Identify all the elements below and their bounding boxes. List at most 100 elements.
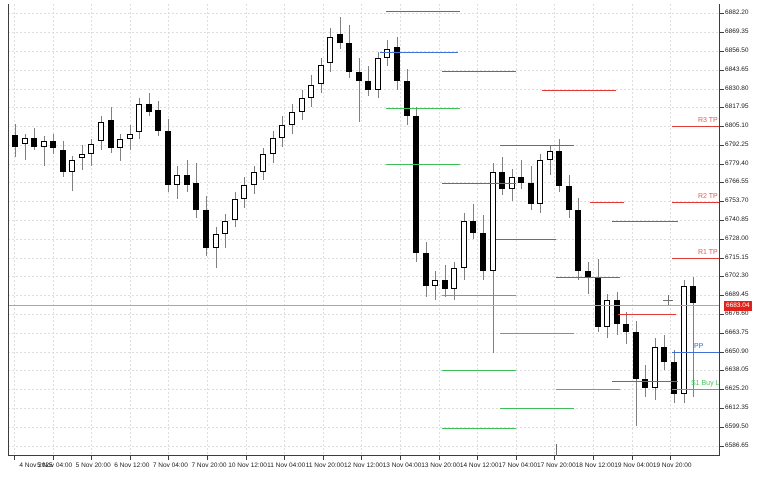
price-tick [720, 276, 724, 277]
time-tick [477, 456, 478, 460]
level-segment-red [618, 314, 676, 315]
gridline-v [91, 4, 92, 455]
gridline-h [8, 164, 720, 165]
candle-wick [340, 16, 341, 49]
price-tick [720, 32, 724, 33]
time-tick-label: 7 Nov 20:00 [191, 462, 227, 469]
candle-body [155, 110, 161, 131]
time-tick-label: 11 Nov 20:00 [305, 462, 344, 469]
price-tick [720, 70, 724, 71]
level-segment-green [500, 333, 574, 334]
level-segment-red [672, 126, 720, 127]
gridline-v [53, 4, 54, 455]
price-tick-label: 6625.20 [725, 385, 749, 393]
candle-body [108, 120, 114, 149]
gridline-h [8, 389, 720, 390]
price-tick-label: 6779.40 [725, 159, 749, 167]
price-tick-label: 6676.60 [725, 310, 749, 318]
gridline-h [8, 13, 720, 14]
price-tick-label: 6599.50 [725, 422, 749, 430]
gridline-v [14, 4, 15, 455]
time-axis[interactable]: 4 Nov 2025 5 Nov 04:00 5 Nov 20:00 6 Nov 12… [0, 444, 768, 480]
gridline-h [8, 70, 720, 71]
gridline-h [8, 408, 720, 409]
time-cursor-marker [556, 444, 557, 456]
price-tick [720, 51, 724, 52]
candle-wick [435, 271, 436, 301]
candle-body [346, 42, 352, 73]
candle-body [22, 137, 28, 144]
level-label: PP [694, 343, 704, 351]
level-segment-blue [672, 352, 720, 353]
candle-body [623, 323, 629, 333]
time-tick [91, 456, 92, 460]
candle-body [60, 149, 66, 172]
level-segment-blue [556, 277, 620, 278]
time-tick-label: 6 Nov 12:00 [114, 462, 150, 469]
price-tick [720, 201, 724, 202]
time-tick-label: 13 Nov 20:00 [421, 462, 460, 469]
level-label: R2 TP [698, 192, 718, 200]
gridline-h [8, 352, 720, 353]
price-tick-label: 6663.75 [725, 328, 749, 336]
candle-body [232, 199, 238, 220]
price-tick [720, 239, 724, 240]
candle-body [12, 135, 18, 147]
candle-body [69, 159, 75, 172]
price-tick-label: 6882.20 [725, 9, 749, 17]
candle-body [193, 183, 199, 210]
gridline-h [8, 220, 720, 221]
price-tick [720, 333, 724, 334]
time-tick-label: 12 Nov 12:00 [344, 462, 383, 469]
price-axis[interactable]: 6882.20 6869.35 6856.50 6843.65 6830.80 6817.… [720, 0, 768, 480]
candlestick-plot-area[interactable]: R3 TP R2 TP R1 TP PP S1 Buy Limit [8, 4, 720, 455]
gridline-h [8, 145, 720, 146]
candle-body [213, 234, 219, 248]
candle-body [203, 209, 209, 248]
gridline-v [400, 4, 401, 455]
level-segment-green [500, 408, 574, 409]
price-tick [720, 89, 724, 90]
candle-wick [72, 155, 73, 191]
price-tick [720, 370, 724, 371]
price-tick-label: 6830.80 [725, 84, 749, 92]
candle-body [356, 72, 362, 81]
candle-body [480, 233, 486, 272]
candle-wick [588, 262, 589, 295]
level-segment-red [672, 258, 720, 259]
candle-body [461, 221, 467, 269]
price-tick-label: 6843.65 [725, 65, 749, 73]
price-tick-label: 6856.50 [725, 46, 749, 54]
price-tick [720, 314, 724, 315]
candle-body [251, 171, 257, 185]
current-price-line [8, 305, 720, 306]
gridline-v [670, 4, 671, 455]
candle-body [327, 37, 333, 64]
plot-left-border [8, 4, 9, 455]
price-tick-label: 6702.30 [725, 272, 749, 280]
level-segment-red [500, 145, 574, 146]
price-tick [720, 352, 724, 353]
candle-body [365, 80, 371, 90]
gridline-h [8, 182, 720, 183]
candle-body [98, 121, 104, 141]
time-tick-label: 14 Nov 12:00 [459, 462, 499, 469]
gridline-v [632, 4, 633, 455]
time-tick [554, 456, 555, 460]
time-tick-label: 17 Nov 20:00 [537, 462, 576, 469]
gridline-h [8, 51, 720, 52]
price-tick-label: 6728.00 [725, 234, 749, 242]
candle-body [671, 361, 677, 394]
gridline-h [8, 446, 720, 447]
level-segment-red [612, 221, 678, 222]
time-tick [323, 456, 324, 460]
time-tick [14, 456, 15, 460]
price-tick-label: 6869.35 [725, 28, 749, 36]
price-tick [720, 107, 724, 108]
gridline-h [8, 201, 720, 202]
time-tick [246, 456, 247, 460]
candle-body [614, 300, 620, 324]
candle-body [585, 271, 591, 277]
price-tick [720, 126, 724, 127]
candle-body [537, 159, 543, 204]
